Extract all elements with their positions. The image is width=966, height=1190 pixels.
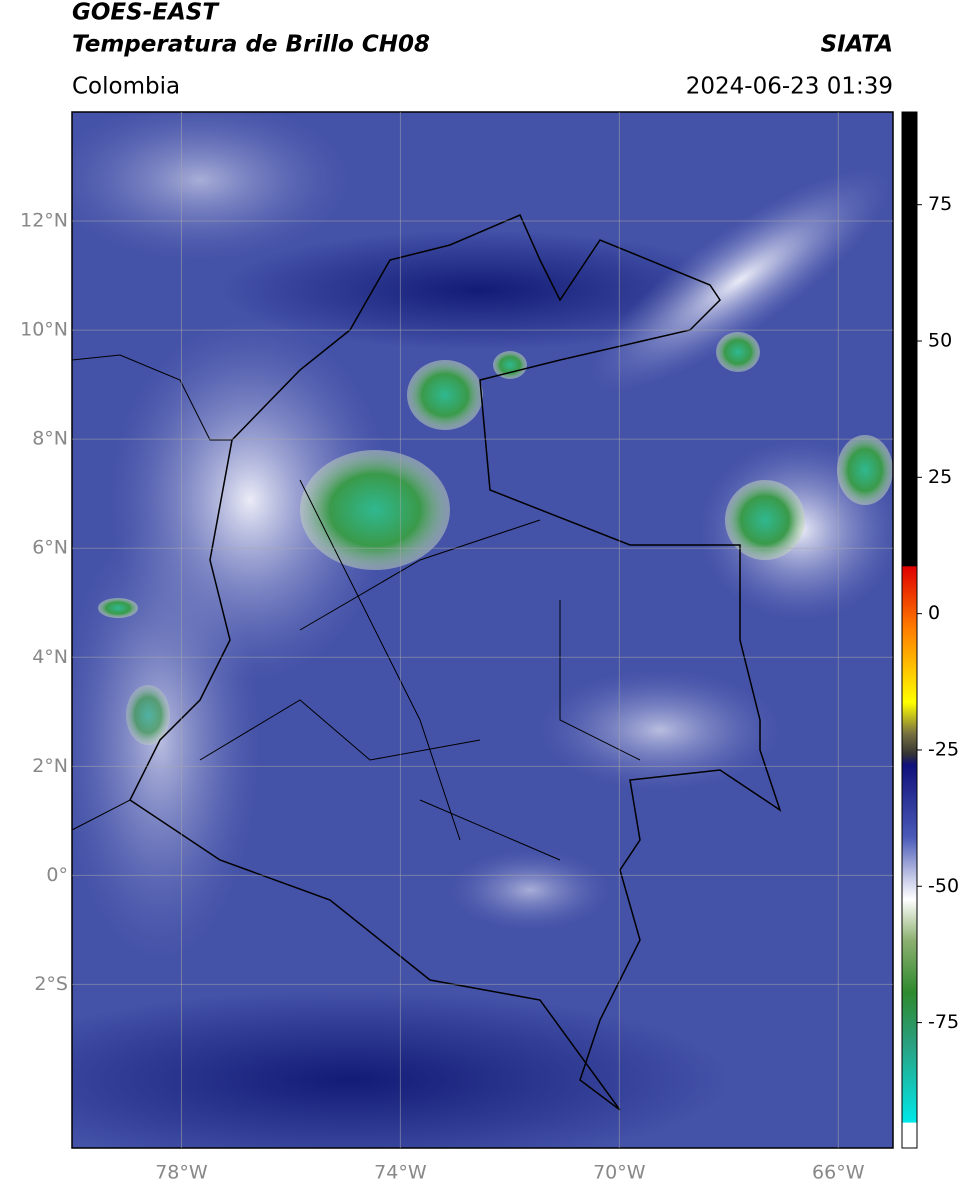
map-frame: [71, 111, 894, 1149]
convective-cloud: [126, 685, 170, 745]
colorbar-tick-label: 75: [928, 193, 952, 215]
region: Colombia: [72, 74, 180, 100]
colorbar-tick-label: -50: [928, 875, 959, 897]
lat-tick-label: 2°S: [34, 973, 68, 995]
cloud: [450, 850, 610, 930]
convective-cloud: [725, 480, 805, 560]
cloud: [72, 112, 350, 260]
department-border: [199, 479, 641, 861]
subtitle: Temperatura de Brillo CH08: [72, 32, 430, 58]
lat-tick-label: 8°N: [32, 428, 68, 450]
dry-area: [72, 990, 730, 1148]
colorbar-tick-label: 50: [928, 330, 952, 352]
lat-tick-label: 4°N: [32, 646, 68, 668]
lat-tick-label: 2°N: [32, 755, 68, 777]
country-border: [129, 214, 782, 1111]
lon-tick-label: 66°W: [812, 1162, 865, 1184]
colorbar: [901, 111, 918, 1149]
convective-cloud: [716, 332, 760, 372]
lon-tick-label: 74°W: [374, 1162, 427, 1184]
lat-tick-label: 6°N: [32, 537, 68, 559]
lon-tick-label: 70°W: [593, 1162, 646, 1184]
datetime: 2024-06-23 01:39: [686, 74, 893, 100]
lat-tick-label: 0°: [46, 864, 68, 886]
country-border: [72, 354, 232, 831]
lat-tick-label: 12°N: [20, 210, 68, 232]
dry-area: [220, 230, 740, 350]
colorbar-tick-label: 0: [928, 602, 940, 624]
cloud: [540, 670, 780, 790]
lon-tick-label: 78°W: [155, 1162, 208, 1184]
convective-cloud: [493, 351, 527, 379]
convective-cloud: [837, 435, 893, 505]
convective-cloud: [407, 360, 483, 430]
source: SIATA: [821, 32, 893, 58]
colorbar-tick-label: -25: [928, 738, 959, 760]
cloud: [72, 520, 260, 960]
convective-cloud: [300, 450, 450, 570]
lat-tick-label: 10°N: [20, 319, 68, 341]
colorbar-tick-label: -75: [928, 1011, 959, 1033]
colorbar-tick-label: 25: [928, 466, 952, 488]
title: GOES-EAST: [72, 0, 220, 26]
convective-cloud: [98, 598, 138, 618]
satellite-image: [72, 112, 893, 1148]
